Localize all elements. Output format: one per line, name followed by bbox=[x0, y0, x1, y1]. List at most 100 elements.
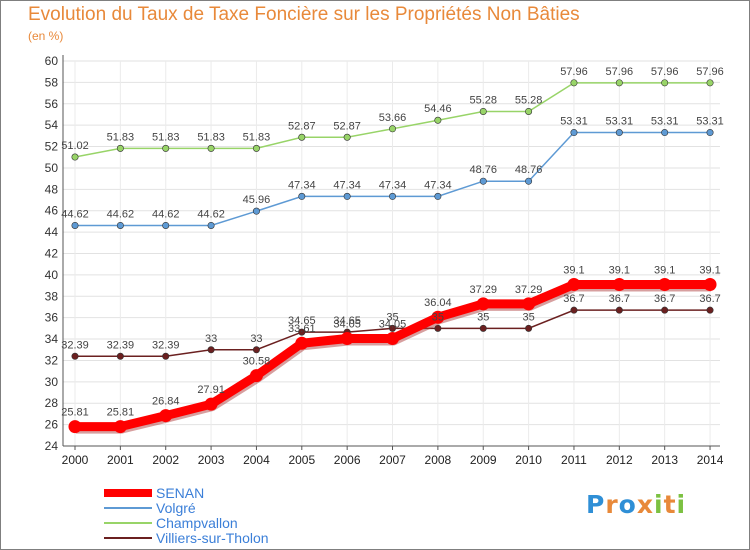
data-label-senan: 33.61 bbox=[288, 323, 316, 335]
data-point-volgr- bbox=[343, 192, 351, 200]
data-point-champvallon bbox=[525, 107, 533, 115]
data-point-champvallon bbox=[162, 144, 170, 152]
data-label-champvallon: 51.83 bbox=[243, 131, 271, 143]
y-tick-label: 40 bbox=[45, 268, 59, 282]
data-point-senan bbox=[159, 409, 173, 423]
data-label-volgr-: 44.62 bbox=[152, 208, 180, 220]
data-label-champvallon: 51.02 bbox=[61, 140, 89, 152]
logo-letter: i bbox=[654, 490, 664, 519]
data-point-volgr- bbox=[116, 221, 124, 229]
proxiti-logo: Proxiti bbox=[586, 490, 686, 519]
legend-swatch-villiers bbox=[104, 537, 152, 539]
data-point-senan bbox=[522, 297, 536, 311]
data-label-villiers-sur-tholon: 35 bbox=[432, 311, 444, 323]
data-label-villiers-sur-tholon: 36.7 bbox=[563, 293, 584, 305]
data-point-champvallon bbox=[434, 116, 442, 124]
data-label-volgr-: 53.31 bbox=[606, 116, 634, 128]
data-label-senan: 34.05 bbox=[379, 319, 407, 331]
data-point-villiers-sur-tholon bbox=[389, 324, 397, 332]
data-label-senan: 27.91 bbox=[197, 384, 225, 396]
data-label-villiers-sur-tholon: 32.39 bbox=[152, 339, 180, 351]
data-label-champvallon: 57.96 bbox=[560, 66, 588, 78]
legend-item-senan: SENAN bbox=[104, 485, 204, 501]
data-label-villiers-sur-tholon: 36.7 bbox=[699, 293, 720, 305]
data-label-senan: 39.1 bbox=[699, 265, 720, 277]
data-point-champvallon bbox=[298, 133, 306, 141]
y-tick-label: 44 bbox=[45, 225, 59, 239]
data-label-senan: 25.81 bbox=[107, 407, 135, 419]
data-label-volgr-: 45.96 bbox=[243, 194, 271, 206]
data-point-villiers-sur-tholon bbox=[207, 346, 215, 354]
data-label-champvallon: 57.96 bbox=[606, 66, 634, 78]
legend-swatch-senan bbox=[104, 489, 152, 497]
data-label-senan: 39.1 bbox=[654, 265, 675, 277]
data-point-volgr- bbox=[615, 129, 623, 137]
x-tick-label: 2012 bbox=[606, 453, 633, 467]
x-tick-label: 2005 bbox=[288, 453, 315, 467]
data-point-volgr- bbox=[252, 207, 260, 215]
data-label-volgr-: 48.76 bbox=[469, 164, 497, 176]
data-point-senan bbox=[113, 420, 127, 434]
data-point-senan bbox=[612, 278, 626, 292]
data-point-champvallon bbox=[570, 79, 578, 87]
data-labels: 44.62 44.62 44.62 44.62 45.96 47.34 47.34 47.34… bbox=[61, 66, 724, 419]
data-label-champvallon: 51.83 bbox=[152, 131, 180, 143]
data-point-villiers-sur-tholon bbox=[615, 306, 623, 314]
series-layer bbox=[68, 79, 717, 434]
data-label-villiers-sur-tholon: 35 bbox=[522, 311, 534, 323]
data-label-villiers-sur-tholon: 32.39 bbox=[61, 339, 89, 351]
data-point-volgr- bbox=[661, 129, 669, 137]
data-label-volgr-: 44.62 bbox=[107, 208, 135, 220]
data-label-volgr-: 53.31 bbox=[651, 116, 679, 128]
y-tick-label: 50 bbox=[45, 161, 59, 175]
data-label-senan: 25.81 bbox=[61, 407, 89, 419]
legend-swatch-volgre bbox=[104, 507, 152, 509]
data-point-senan bbox=[658, 278, 672, 292]
data-label-villiers-sur-tholon: 36.7 bbox=[654, 293, 675, 305]
data-label-champvallon: 57.96 bbox=[696, 66, 724, 78]
data-point-villiers-sur-tholon bbox=[525, 324, 533, 332]
data-point-villiers-sur-tholon bbox=[661, 306, 669, 314]
data-label-senan: 30.58 bbox=[243, 356, 271, 368]
y-tick-label: 54 bbox=[45, 118, 59, 132]
legend-swatch-champvallon bbox=[104, 522, 152, 524]
data-label-senan: 37.29 bbox=[515, 284, 543, 296]
y-tick-label: 34 bbox=[45, 332, 59, 346]
data-point-champvallon bbox=[71, 153, 79, 161]
data-label-senan: 39.1 bbox=[563, 265, 584, 277]
data-point-senan bbox=[703, 278, 717, 292]
y-tick-label: 24 bbox=[45, 439, 59, 453]
x-tick-label: 2003 bbox=[198, 453, 225, 467]
y-tick-label: 46 bbox=[45, 204, 59, 218]
data-point-volgr- bbox=[706, 129, 714, 137]
data-point-senan bbox=[431, 310, 445, 324]
x-tick-label: 2014 bbox=[697, 453, 724, 467]
x-tick-label: 2007 bbox=[379, 453, 406, 467]
data-point-champvallon bbox=[207, 144, 215, 152]
legend-label-senan: SENAN bbox=[156, 485, 205, 501]
data-label-volgr-: 44.62 bbox=[61, 208, 89, 220]
data-point-volgr- bbox=[525, 177, 533, 185]
data-label-champvallon: 52.87 bbox=[333, 120, 361, 132]
data-point-villiers-sur-tholon bbox=[71, 352, 79, 360]
data-point-champvallon bbox=[116, 144, 124, 152]
data-point-champvallon bbox=[343, 133, 351, 141]
legend-item-champvallon: Champvallon bbox=[104, 515, 238, 531]
data-label-volgr-: 47.34 bbox=[379, 179, 407, 191]
x-tick-label: 2008 bbox=[425, 453, 452, 467]
legend-label-villiers: Villiers-sur-Tholon bbox=[156, 530, 269, 546]
y-tick-label: 36 bbox=[45, 311, 59, 325]
y-tick-label: 58 bbox=[45, 75, 59, 89]
y-tick-label: 60 bbox=[45, 54, 59, 68]
data-label-volgr-: 44.62 bbox=[197, 208, 225, 220]
data-label-volgr-: 47.34 bbox=[333, 179, 361, 191]
y-tick-label: 52 bbox=[45, 140, 59, 154]
data-label-champvallon: 53.66 bbox=[379, 112, 407, 124]
x-tick-label: 2009 bbox=[470, 453, 497, 467]
data-label-champvallon: 54.46 bbox=[424, 103, 452, 115]
x-tick-label: 2013 bbox=[651, 453, 678, 467]
data-point-champvallon bbox=[389, 125, 397, 133]
data-point-volgr- bbox=[71, 221, 79, 229]
data-point-champvallon bbox=[479, 107, 487, 115]
